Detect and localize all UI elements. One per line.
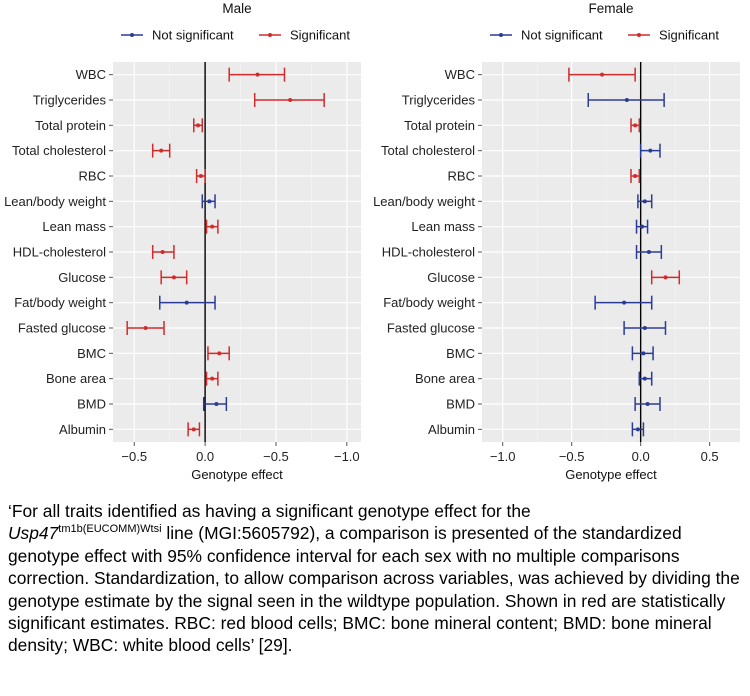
x-tick-label: −0.5: [263, 449, 289, 464]
estimate-point: [641, 351, 646, 356]
y-tick-label: RBC: [448, 169, 475, 184]
estimate-point: [207, 199, 212, 204]
estimate-point: [635, 427, 640, 432]
y-tick-label: Albumin: [59, 422, 106, 437]
estimate-point: [184, 300, 189, 305]
estimate-point: [288, 98, 293, 102]
y-tick-label: Total cholesterol: [12, 143, 106, 158]
y-tick-label: Lean mass: [42, 219, 106, 234]
x-tick-label: −1.0: [490, 449, 516, 464]
estimate-point: [210, 224, 215, 229]
y-tick-label: Total protein: [35, 118, 106, 133]
estimate-point: [642, 199, 647, 204]
estimate-point: [633, 174, 638, 178]
y-tick-label: WBC: [76, 67, 106, 82]
estimate-point: [600, 72, 605, 77]
estimate-point: [171, 275, 176, 280]
estimate-point: [645, 402, 650, 406]
legend-key-point: [268, 33, 272, 37]
x-axis-title: Genotype effect: [565, 467, 657, 482]
y-tick-label: Triglycerides: [33, 93, 107, 108]
panel-title: Male: [222, 1, 251, 16]
figure-caption: ‘For all traits identified as having a s…: [8, 500, 748, 657]
caption-gene-name: Usp47: [8, 523, 59, 544]
estimate-point: [143, 326, 148, 330]
legend-key-point: [130, 33, 134, 37]
x-tick-label: −0.5: [559, 449, 585, 464]
legend-label: Significant: [290, 28, 350, 43]
x-tick-label: −1.0: [334, 449, 360, 464]
y-tick-label: Albumin: [428, 422, 475, 437]
y-tick-label: Lean/body weight: [373, 194, 475, 209]
y-tick-label: Fasted glucose: [387, 321, 475, 336]
estimate-point: [159, 148, 164, 153]
y-tick-label: BMC: [77, 346, 106, 361]
estimate-point: [642, 376, 647, 381]
estimate-point: [648, 148, 653, 153]
caption-line-1: ‘For all traits identified as having a s…: [8, 501, 531, 521]
estimate-point: [191, 427, 196, 432]
y-tick-label: BMD: [446, 397, 475, 412]
y-tick-label: Triglycerides: [402, 93, 476, 108]
y-tick-label: HDL-cholesterol: [382, 245, 475, 260]
legend-label: Significant: [659, 28, 719, 43]
y-tick-label: Fasted glucose: [18, 321, 106, 336]
y-tick-label: BMC: [446, 346, 475, 361]
caption-gene-allele: tm1b(EUCOMM)Wtsi: [58, 523, 162, 536]
y-tick-label: HDL-cholesterol: [13, 245, 106, 260]
y-tick-label: Glucose: [427, 270, 475, 285]
y-tick-label: Lean/body weight: [4, 194, 106, 209]
y-tick-label: Glucose: [58, 270, 106, 285]
caption-body: line (MGI:5605792), a comparison is pres…: [8, 523, 740, 656]
y-tick-label: BMD: [77, 397, 106, 412]
x-tick-label: 0.5: [701, 449, 719, 464]
estimate-point: [633, 123, 638, 128]
estimate-point: [210, 376, 215, 381]
y-tick-label: WBC: [445, 67, 475, 82]
y-tick-label: Lean mass: [411, 219, 475, 234]
legend-label: Not significant: [152, 28, 234, 43]
x-axis-title: Genotype effect: [191, 467, 283, 482]
estimate-point: [624, 98, 629, 102]
estimate-point: [196, 123, 201, 128]
legend-key-point: [499, 33, 503, 37]
legend-label: Not significant: [521, 28, 603, 43]
caption-text: ‘For all traits identified as having a s…: [8, 500, 748, 657]
estimate-point: [217, 351, 222, 356]
y-tick-label: Fat/body weight: [14, 295, 106, 310]
y-tick-label: Fat/body weight: [383, 295, 475, 310]
estimate-point: [160, 250, 165, 254]
y-tick-label: Bone area: [415, 371, 476, 386]
estimate-point: [255, 72, 260, 77]
panel-title: Female: [588, 1, 633, 16]
y-tick-label: RBC: [79, 169, 106, 184]
y-tick-label: Total protein: [404, 118, 475, 133]
estimate-point: [642, 326, 647, 330]
estimate-point: [646, 250, 651, 254]
estimate-point: [663, 275, 668, 280]
estimate-point: [622, 300, 627, 305]
y-tick-label: Total cholesterol: [381, 143, 475, 158]
estimate-point: [214, 402, 219, 406]
y-tick-label: Bone area: [46, 371, 107, 386]
x-tick-label: 0.0: [196, 449, 214, 464]
x-tick-label: −0.5: [121, 449, 147, 464]
male-forest-panel: WBC Triglycerides Total protein Total chole…: [4, 1, 361, 482]
estimate-point: [198, 174, 203, 178]
forest-plot-figure: WBC Triglycerides Total protein Total chole…: [4, 1, 740, 482]
legend-key-point: [637, 33, 641, 37]
female-forest-panel: WBC Triglycerides Total protein Total chole…: [373, 1, 740, 482]
x-tick-label: 0.0: [632, 449, 650, 464]
estimate-point: [640, 224, 645, 229]
